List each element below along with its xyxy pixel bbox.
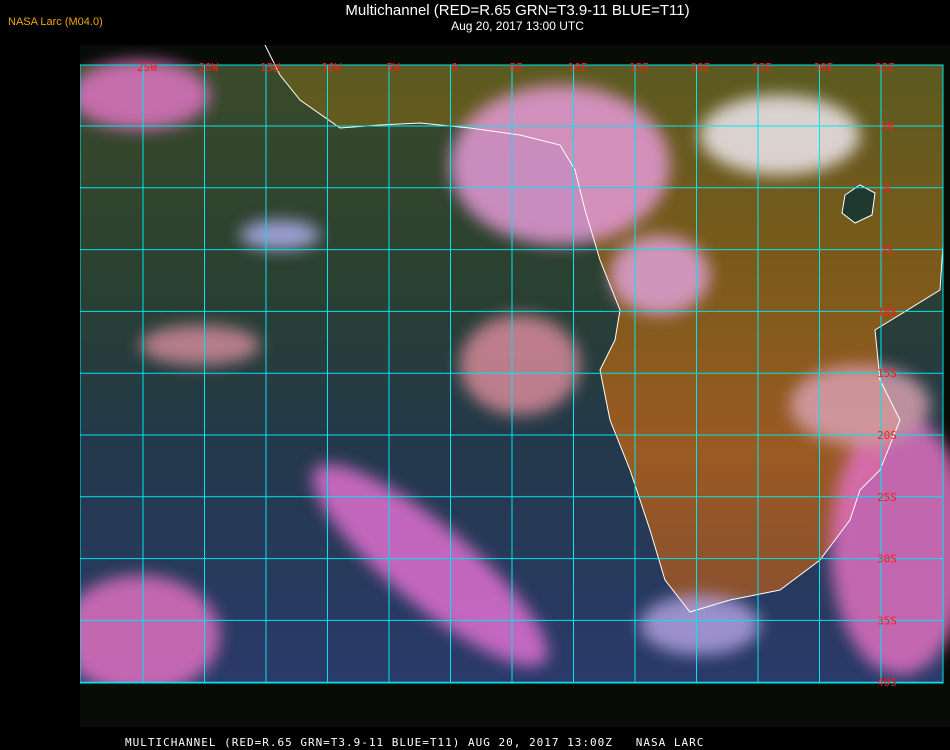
africa-landmass bbox=[265, 65, 943, 612]
latitude-label: 5N bbox=[880, 120, 893, 133]
latitude-label: 0 bbox=[884, 182, 891, 195]
longitude-label: 35E bbox=[875, 61, 895, 74]
latitude-label: 5S bbox=[880, 244, 893, 257]
latitude-label: 15S bbox=[877, 367, 897, 380]
latitude-label: 20S bbox=[877, 429, 897, 442]
longitude-label: 15W bbox=[260, 61, 280, 74]
longitude-label: 5E bbox=[509, 61, 522, 74]
coastline bbox=[264, 45, 944, 613]
lat-lon-grid bbox=[80, 64, 944, 684]
latitude-label: 35S bbox=[877, 614, 897, 627]
longitude-label: 10W bbox=[322, 61, 342, 74]
longitude-label: 20E bbox=[691, 61, 711, 74]
longitude-label: 5W bbox=[386, 61, 400, 74]
latitude-label: 30S bbox=[877, 553, 897, 566]
footer-caption: MULTICHANNEL (RED=R.65 GRN=T3.9-11 BLUE=… bbox=[125, 736, 705, 749]
latitude-label: 25S bbox=[877, 491, 897, 504]
latitude-label: 10S bbox=[877, 305, 897, 318]
satellite-map: 25W 20W 15W 10W 5W 0 5E 10E 15E 20E 25E 30E 35E 5N 0 5S… bbox=[80, 45, 950, 727]
image-timestamp: Aug 20, 2017 13:00 UTC bbox=[451, 19, 584, 33]
longitude-label: 15E bbox=[629, 61, 649, 74]
longitude-label: 25W bbox=[137, 61, 157, 74]
longitude-label: 0 bbox=[451, 61, 458, 74]
grid-labels: 25W 20W 15W 10W 5W 0 5E 10E 15E 20E 25E 30E 35E 5N 0 5S… bbox=[137, 61, 897, 689]
longitude-label: 10E bbox=[568, 61, 588, 74]
lake-victoria bbox=[841, 184, 876, 224]
longitude-label: 25E bbox=[752, 61, 772, 74]
credit-label: NASA Larc (M04.0) bbox=[8, 16, 103, 28]
longitude-label: 20W bbox=[199, 61, 219, 74]
longitude-label: 30E bbox=[814, 61, 834, 74]
latitude-label: 40S bbox=[877, 676, 897, 689]
satellite-image: 25W 20W 15W 10W 5W 0 5E 10E 15E 20E 25E 30E 35E 5N 0 5S… bbox=[80, 45, 950, 727]
image-title: Multichannel (RED=R.65 GRN=T3.9-11 BLUE=… bbox=[345, 2, 690, 19]
